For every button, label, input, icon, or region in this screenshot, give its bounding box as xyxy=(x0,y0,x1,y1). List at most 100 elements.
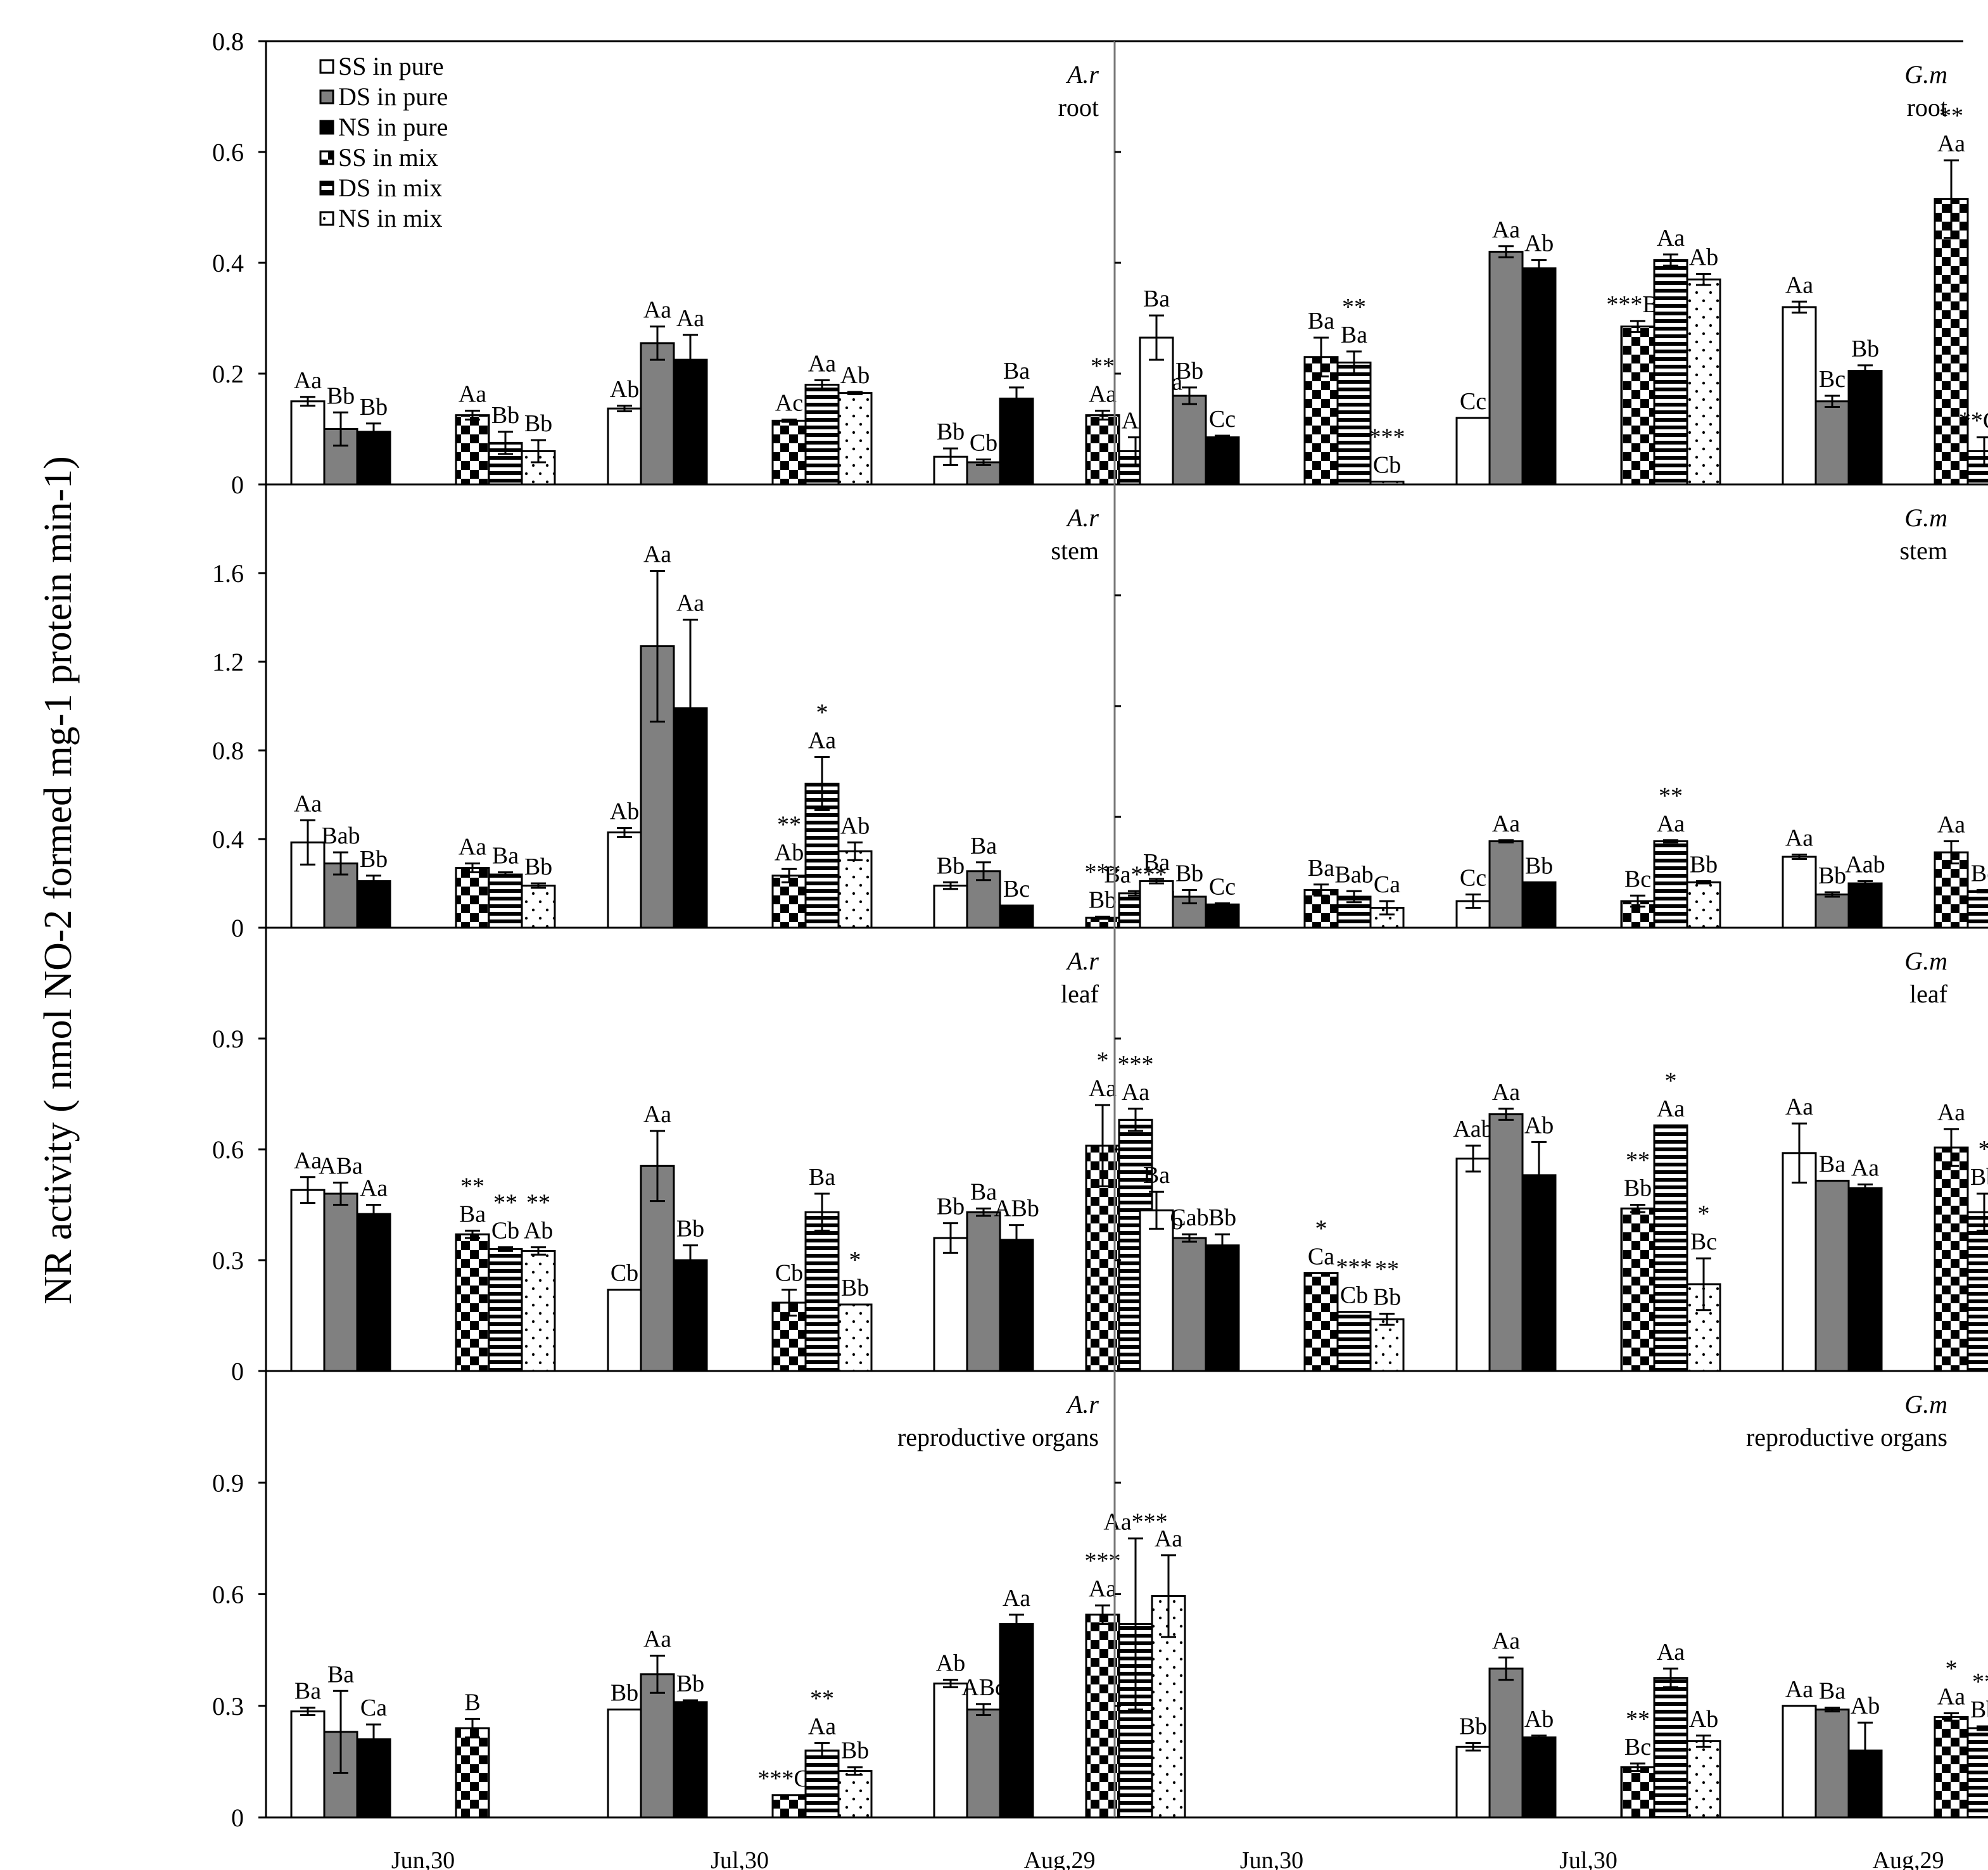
significance-label: ** xyxy=(460,1173,484,1199)
significance-label: Bb xyxy=(1175,358,1203,384)
bar-g-m-root-ns-pure-jul-30 xyxy=(1521,267,1557,486)
bar-g-m-reproductive-organs-ss-mix-aug-29 xyxy=(1934,1715,1969,1819)
significance-label: Aa xyxy=(1122,1079,1149,1106)
significance-label: * xyxy=(1097,1047,1109,1074)
legend-label-ds-mix: DS in mix xyxy=(338,174,442,202)
significance-label: ** xyxy=(1972,1669,1988,1695)
significance-label: Aa xyxy=(1785,1676,1813,1703)
significance-label: ABa xyxy=(319,1153,363,1180)
bar-g-m-root-ds-mix-jul-30 xyxy=(1653,259,1688,486)
panel-organ-label: reproductive organs xyxy=(1746,1423,1947,1451)
legend-label-ns-pure: NS in pure xyxy=(338,113,448,141)
bar-g-m-stem-ds-mix-jul-30 xyxy=(1653,840,1688,929)
significance-label: Aa xyxy=(1785,272,1813,298)
y-tick-label: 0.9 xyxy=(212,1469,244,1497)
significance-label: Aa xyxy=(1492,217,1520,243)
bar-g-m-stem-ds-pure-jul-30 xyxy=(1488,840,1524,929)
significance-label: Bb xyxy=(611,1680,638,1707)
panel-organ-label: root xyxy=(1907,93,1947,122)
significance-label: Ba xyxy=(1143,286,1170,312)
bar-g-m-root-ns-pure-aug-29 xyxy=(1847,370,1883,486)
significance-label: Ba xyxy=(1819,1678,1846,1705)
significance-label: Bb xyxy=(1175,861,1203,887)
significance-label: Ab xyxy=(840,812,870,839)
bar-a-r-reproductive-organs-ss-mix-aug-29 xyxy=(1085,1614,1120,1819)
significance-label: Ca xyxy=(1308,1243,1334,1270)
significance-label: * xyxy=(1979,1136,1988,1163)
significance-label: Ab xyxy=(775,839,804,866)
significance-label: ** xyxy=(493,1190,517,1216)
bar-a-r-stem-ns-pure-jun-30 xyxy=(356,880,391,929)
bar-g-m-root-ns-mix-jul-30 xyxy=(1686,278,1721,486)
bar-a-r-leaf-ds-pure-aug-29 xyxy=(966,1211,1001,1372)
y-tick-label: 1.2 xyxy=(212,648,244,676)
significance-label: ** xyxy=(1091,353,1115,380)
significance-label: Ab xyxy=(1524,1706,1554,1733)
significance-label: Aa xyxy=(459,381,486,408)
bar-g-m-stem-ss-mix-aug-29 xyxy=(1934,851,1969,929)
significance-label: Aa xyxy=(1155,1526,1182,1552)
significance-label: Bc xyxy=(1819,366,1846,393)
significance-label: Bb xyxy=(1851,336,1879,362)
significance-label: Cb xyxy=(1373,452,1401,479)
panel-organ-label: leaf xyxy=(1061,980,1099,1008)
bar-a-r-reproductive-organs-ds-pure-jul-30 xyxy=(640,1673,675,1819)
significance-label: Aa xyxy=(459,834,486,861)
significance-label: *** xyxy=(1336,1254,1372,1281)
y-tick-label: 0 xyxy=(231,1804,244,1832)
bar-g-m-leaf-ss-mix-jul-30 xyxy=(1620,1207,1656,1372)
significance-label: Bb xyxy=(1208,1204,1236,1231)
significance-label: Ab xyxy=(1689,1706,1718,1733)
bar-g-m-stem-ns-mix-jul-30 xyxy=(1686,881,1721,929)
legend-swatch-ns-mix xyxy=(319,211,334,226)
bar-a-r-reproductive-organs-ss-pure-jun-30 xyxy=(290,1710,326,1819)
bar-a-r-stem-ss-pure-aug-29 xyxy=(933,885,968,929)
significance-label: Cc xyxy=(1209,406,1236,433)
significance-label: Cb xyxy=(1340,1282,1368,1309)
significance-label: * xyxy=(1665,1068,1677,1094)
significance-label: ** xyxy=(1626,1706,1650,1733)
significance-label: **Cc xyxy=(1959,408,1988,434)
significance-label: Cb xyxy=(611,1260,638,1287)
significance-label: Bc xyxy=(1624,866,1651,892)
legend-swatch-ds-pure xyxy=(319,89,334,104)
bar-a-r-root-ds-pure-jul-30 xyxy=(640,342,675,486)
panel-species-label: A.r xyxy=(1065,1390,1099,1418)
y-axis-label: NR activity ( nmol NO-2 formed mg-1 prot… xyxy=(37,456,80,1305)
panel-species-label: G.m xyxy=(1904,60,1947,89)
bar-a-r-root-ns-mix-jul-30 xyxy=(837,392,873,486)
significance-label: Aa xyxy=(1937,130,1965,157)
significance-label: Bb xyxy=(841,1738,869,1764)
bar-a-r-leaf-ds-mix-jul-30 xyxy=(804,1211,840,1372)
significance-label: Aa xyxy=(676,305,704,332)
panel-g-m-leaf: G.mleafBaAabAaCabAaBaBbAbAa*Ca**BbAa***C… xyxy=(1113,928,1988,1372)
significance-label: Aa xyxy=(1785,825,1813,852)
significance-label: Bb xyxy=(1818,862,1846,889)
significance-label: Bc xyxy=(1624,1734,1651,1760)
y-tick-label: 1.6 xyxy=(212,559,244,588)
bar-g-m-root-ds-pure-jun-30 xyxy=(1172,395,1207,486)
significance-label: Bb xyxy=(1089,887,1117,914)
significance-label: Ba xyxy=(1308,308,1334,334)
significance-label: Bb xyxy=(1970,1696,1988,1723)
significance-label: Ba xyxy=(970,833,997,859)
significance-label: Cc xyxy=(1209,874,1236,900)
significance-label: Ba xyxy=(327,1661,354,1688)
significance-label: Aa xyxy=(360,1175,388,1202)
y-tick-label: 0.8 xyxy=(212,27,244,56)
significance-label: *** xyxy=(1369,424,1405,451)
legend-swatch-ns-pure xyxy=(319,120,334,135)
significance-label: Bc xyxy=(1971,861,1988,887)
significance-label: * xyxy=(849,1247,861,1273)
bar-a-r-leaf-ss-pure-jun-30 xyxy=(290,1189,326,1372)
bar-g-m-root-ss-pure-jul-30 xyxy=(1455,417,1491,486)
significance-label: Bc xyxy=(1690,1229,1717,1255)
significance-label: * xyxy=(816,700,828,726)
panel-organ-label: leaf xyxy=(1909,980,1948,1008)
legend-label-ss-mix: SS in mix xyxy=(338,143,438,172)
x-category-label: Jun,30 xyxy=(391,1847,455,1870)
bar-g-m-stem-ns-pure-aug-29 xyxy=(1847,882,1883,929)
significance-label: Ab xyxy=(840,362,870,389)
bar-g-m-reproductive-organs-ss-pure-jul-30 xyxy=(1455,1745,1491,1819)
